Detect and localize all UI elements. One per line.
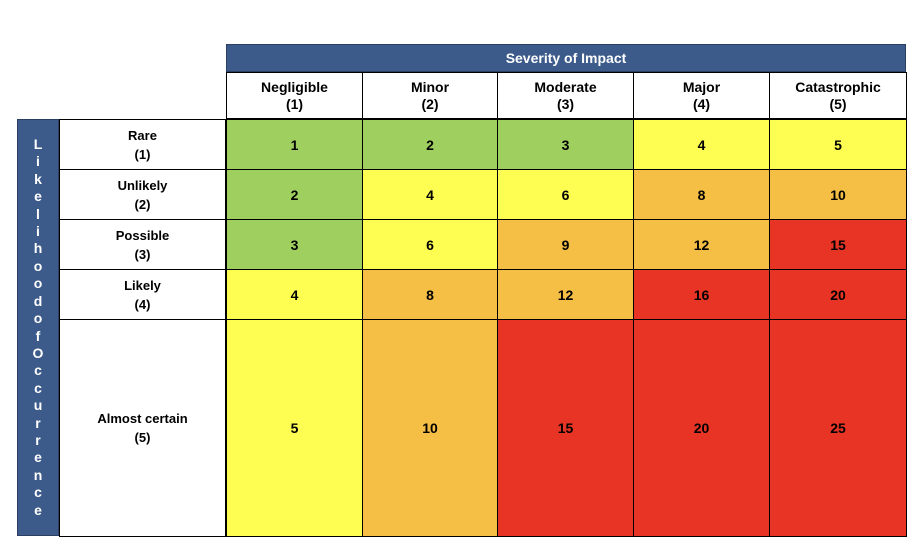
column-header-minor: Minor (2)	[362, 72, 498, 119]
risk-cell: 4	[362, 169, 498, 220]
risk-cell: 3	[226, 219, 363, 270]
row-header-almost-certain: Almost certain (5)	[59, 319, 226, 537]
column-header-level: (4)	[692, 95, 711, 112]
column-header-name: Moderate	[534, 78, 597, 95]
side-letter: f	[35, 327, 41, 344]
side-letter: O	[32, 344, 44, 361]
side-letter: o	[33, 257, 43, 274]
row-header-level: (5)	[134, 430, 151, 445]
row-header-level: (4)	[134, 296, 151, 312]
row-header-unlikely: Unlikely (2)	[59, 169, 226, 220]
column-header-name: Minor	[410, 78, 450, 95]
row-header-name: Likely	[124, 277, 161, 293]
row-header-rare: Rare (1)	[59, 119, 226, 170]
risk-cell: 3	[497, 119, 634, 170]
side-letter: c	[34, 484, 42, 501]
side-letter: d	[33, 292, 43, 309]
risk-cell: 6	[362, 219, 498, 270]
side-letter: c	[34, 379, 42, 396]
risk-cell: 8	[633, 169, 770, 220]
column-header-major: Major (4)	[633, 72, 770, 119]
risk-cell: 16	[633, 269, 770, 320]
column-header-catastrophic: Catastrophic (5)	[769, 72, 907, 119]
side-letter: k	[34, 170, 42, 187]
side-letter: i	[36, 153, 40, 170]
column-header-level: (3)	[556, 95, 575, 112]
column-header-level: (1)	[285, 95, 304, 112]
column-header-level: (5)	[829, 95, 847, 112]
risk-cell: 12	[633, 219, 770, 270]
severity-of-impact-header: Severity of Impact	[226, 44, 906, 72]
risk-cell: 10	[769, 169, 907, 220]
side-letter: o	[33, 310, 43, 327]
column-header-name: Major	[682, 78, 721, 95]
row-header-level: (3)	[134, 246, 151, 262]
side-letter: e	[34, 188, 42, 205]
column-header-level: (2)	[421, 95, 439, 112]
risk-cell: 9	[497, 219, 634, 270]
row-header-likely: Likely (4)	[59, 269, 226, 320]
column-header-name: Negligible	[261, 78, 328, 95]
risk-cell: 8	[362, 269, 498, 320]
side-letter: L	[33, 136, 43, 153]
side-letter: r	[35, 414, 41, 431]
side-letter: c	[34, 362, 42, 379]
row-header-possible: Possible (3)	[59, 219, 226, 270]
side-letter: r	[35, 431, 41, 448]
column-header-negligible: Negligible (1)	[226, 72, 363, 119]
risk-cell: 25	[769, 319, 907, 537]
column-header-moderate: Moderate (3)	[497, 72, 634, 119]
row-header-level: (2)	[134, 196, 151, 212]
risk-cell: 20	[633, 319, 770, 537]
risk-cell: 4	[226, 269, 363, 320]
risk-cell: 1	[226, 119, 363, 170]
row-header-name: Rare	[128, 127, 157, 143]
risk-cell: 4	[633, 119, 770, 170]
side-letter: i	[36, 223, 40, 240]
risk-cell: 15	[497, 319, 634, 537]
column-header-name: Catastrophic	[795, 78, 881, 95]
row-header-level: (1)	[134, 146, 151, 162]
risk-cell: 20	[769, 269, 907, 320]
side-letter: h	[33, 240, 43, 257]
side-letter: u	[33, 397, 43, 414]
row-header-name: Almost certain	[97, 411, 188, 426]
risk-cell: 5	[769, 119, 907, 170]
side-letter: n	[33, 466, 43, 483]
side-letter: o	[33, 275, 43, 292]
risk-cell: 5	[226, 319, 363, 537]
risk-cell: 2	[362, 119, 498, 170]
side-letter: e	[34, 501, 42, 518]
row-header-name: Possible	[115, 227, 170, 243]
row-header-name: Unlikely	[117, 177, 168, 193]
risk-cell: 15	[769, 219, 907, 270]
side-letter: e	[34, 449, 42, 466]
side-letter: l	[36, 205, 40, 222]
risk-cell: 10	[362, 319, 498, 537]
risk-cell: 2	[226, 169, 363, 220]
risk-cell: 12	[497, 269, 634, 320]
risk-cell: 6	[497, 169, 634, 220]
